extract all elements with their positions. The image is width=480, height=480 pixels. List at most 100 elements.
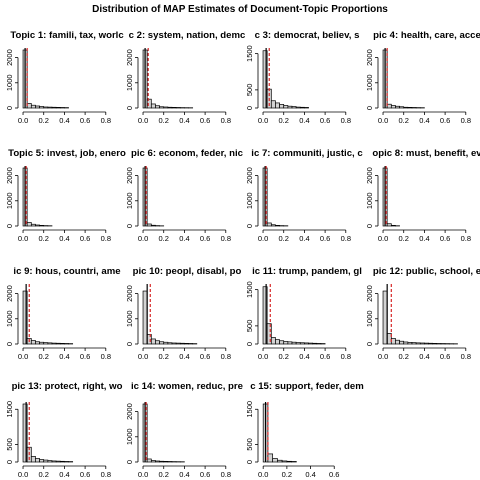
panel-topic-10: pic 10: peopl, disabl, po 0.0 0.2 0.4 0.6 0.8…	[125, 266, 242, 361]
histogram-bar	[287, 105, 293, 109]
histogram-bar	[281, 460, 288, 463]
histogram-bar	[270, 100, 276, 109]
x-tick-label: 0.6	[320, 352, 330, 361]
x-tick-label: 0.0	[138, 116, 148, 125]
histogram-bar	[386, 223, 392, 227]
histogram-bar	[295, 342, 301, 345]
histogram-bar	[39, 341, 45, 345]
histogram-bar	[275, 102, 280, 109]
histogram-bar	[150, 338, 156, 345]
histogram-bar	[266, 323, 272, 345]
x-tick-label: 0.0	[18, 470, 28, 479]
histogram-bar	[171, 342, 177, 345]
histogram-bar	[390, 105, 396, 109]
panel-title: ic 9: hous, countri, ame	[13, 266, 120, 277]
panel-title: pic 4: health, care, acce	[373, 30, 480, 41]
x-tick-label: 0.8	[341, 352, 351, 361]
x-tick-label: 0.4	[419, 352, 429, 361]
panel-topic-12: pic 12: public, school, e 0.0 0.2 0.4 0.6 0.8…	[365, 266, 480, 361]
histogram-bar	[39, 106, 45, 109]
x-tick-label: 0.2	[399, 234, 409, 243]
panel-topic-9: ic 9: hous, countri, ame 0.0 0.2 0.4 0.6 0.8 0…	[5, 266, 121, 361]
x-tick-label: 0.0	[138, 352, 148, 361]
x-tick-label: 0.4	[299, 352, 309, 361]
x-tick-label: 0.0	[18, 352, 28, 361]
histogram-bar	[51, 460, 57, 463]
histogram-bar	[155, 340, 160, 345]
panel-title: pic 13: protect, right, wo	[12, 381, 123, 392]
histogram-bar	[304, 342, 309, 345]
histogram-bar	[279, 340, 285, 345]
y-tick-label: 1000	[125, 428, 134, 445]
y-tick-label: 0	[365, 224, 374, 228]
x-tick-label: 0.0	[138, 234, 148, 243]
histogram-bar	[43, 459, 49, 463]
panel-topic-5: Topic 5: invest, job, enero 0.0 0.2 0.4 0.6 0…	[5, 148, 126, 243]
y-tick-label: 0	[245, 460, 254, 464]
histogram-bar	[270, 337, 276, 345]
x-tick-label: 0.6	[200, 116, 210, 125]
panel-title: c 2: system, nation, demc	[129, 30, 246, 41]
x-tick-label: 0.0	[258, 116, 268, 125]
histogram-bar	[395, 339, 400, 345]
x-tick-label: 0.2	[39, 116, 49, 125]
y-tick-label: 500	[245, 320, 254, 333]
x-tick-label: 0.4	[179, 116, 189, 125]
panel-title: c 3: democrat, believ, s	[255, 30, 360, 41]
x-tick-label: 0.4	[305, 470, 315, 479]
histogram-bar	[39, 459, 45, 463]
y-tick-label: 0	[5, 106, 14, 110]
histogram-bar	[51, 106, 57, 109]
histogram-bar	[295, 106, 301, 109]
histogram-bar	[277, 459, 283, 463]
histogram-bar	[291, 461, 297, 463]
histogram-bar	[47, 106, 53, 109]
y-tick-label: 1000	[365, 74, 374, 91]
histogram-bar	[308, 342, 314, 345]
histogram-bar	[142, 290, 148, 345]
histogram-bar	[159, 460, 165, 463]
x-tick-label: 0.4	[419, 116, 429, 125]
histogram-bar	[179, 342, 185, 345]
histogram-bar	[275, 225, 280, 227]
y-tick-label: 2000	[125, 49, 134, 66]
y-tick-label: 1500	[245, 45, 254, 62]
panel-topic-11: ic 11: trump, pandem, gl 0.0 0.2 0.4 0.6 0.8 0…	[245, 266, 362, 361]
panel-topic-7: ic 7: communiti, justic, c 0.0 0.2 0.4 0.6 0.…	[245, 148, 363, 243]
histogram-bar	[150, 460, 156, 463]
y-tick-label: 2000	[125, 403, 134, 420]
histogram-bar	[286, 460, 292, 463]
x-tick-label: 0.2	[39, 234, 49, 243]
histogram-bar	[30, 104, 36, 109]
panel-title: c 15: support, feder, dem	[250, 381, 364, 392]
histogram-bar	[22, 290, 28, 345]
histogram-bar	[390, 338, 396, 345]
histogram-bar	[403, 341, 409, 345]
x-tick-label: 0.6	[200, 234, 210, 243]
histogram-bar	[432, 343, 438, 345]
histogram-bar	[291, 106, 297, 109]
y-tick-label: 0	[125, 342, 134, 346]
panel-title: ic 11: trump, pandem, gl	[252, 266, 362, 277]
histogram-bar	[411, 342, 417, 345]
histogram-bar	[35, 458, 40, 463]
chart-main-title: Distribution of MAP Estimates of Documen…	[92, 4, 388, 15]
histogram-bar	[146, 458, 152, 463]
panel-title: Topic 1: famili, tax, worlc	[10, 30, 124, 41]
x-tick-label: 0.4	[59, 116, 69, 125]
x-tick-label: 0.0	[378, 234, 388, 243]
x-tick-label: 0.2	[159, 352, 169, 361]
histogram-bar	[390, 225, 396, 227]
y-tick-label: 0	[245, 224, 254, 228]
histogram-bar	[184, 343, 189, 345]
histogram-bar	[415, 342, 421, 345]
histogram-bar	[411, 107, 417, 109]
histogram-bar	[167, 461, 173, 463]
histogram-bar	[150, 103, 156, 109]
x-tick-label: 0.4	[179, 234, 189, 243]
histogram-bar	[51, 342, 57, 345]
y-tick-label: 500	[5, 438, 14, 451]
x-tick-label: 0.6	[80, 470, 90, 479]
y-tick-label: 1000	[245, 192, 254, 209]
panel-topic-14: ic 14: women, reduc, pre 0.0 0.2 0.4 0.6 0.8 0…	[125, 381, 243, 479]
